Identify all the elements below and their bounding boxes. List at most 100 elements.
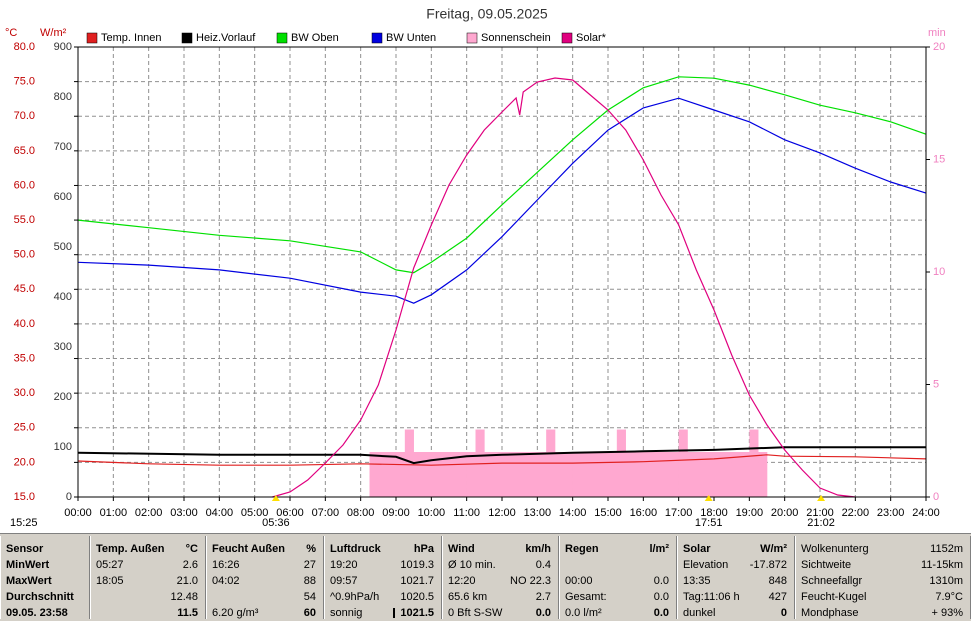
y-tick-label: 25.0 [14,422,35,434]
sunshine-bar [652,452,662,497]
stats-label: Wolkenunterg [801,543,869,555]
sunshine-bar [528,452,538,497]
legend-swatch [181,32,193,44]
x-tick-label: 04:00 [206,507,234,519]
stats-value: 88 [303,575,316,587]
stats-value: 1021.7 [400,575,434,587]
y-tick-label: 20.0 [14,456,35,468]
y-tick-label: 75.0 [14,76,35,88]
x-tick-label: 24:00 [912,507,940,519]
stats-label: 13:35 [683,575,711,587]
y2-tick-label: 200 [54,391,72,403]
sunshine-bar [625,452,635,497]
legend-swatch [466,32,478,44]
stats-value: 2.7 [535,591,551,603]
y2-tick-label: 600 [54,191,72,203]
stats-value: 1021.5 [390,606,434,620]
sunshine-bar [581,452,591,497]
stats-value: °C [185,543,198,555]
annotation-label: 21:02 [807,517,835,529]
stats-panel: Sensor MinWert MaxWert Durchschnitt 09.05. 2… [0,533,971,621]
y2-tick-label: 0 [66,491,72,503]
stats-value: 427 [768,591,787,603]
legend-swatch [86,32,98,44]
stats-value: 0 [780,607,787,619]
y3-tick-label: 0 [933,491,939,503]
sunshine-bar [537,452,547,497]
stats-label: Wind [448,543,475,555]
x-tick-label: 13:00 [524,507,552,519]
stats-value: 2.6 [182,559,198,571]
sunshine-bar [643,452,653,497]
legend-label: Heiz.Vorlauf [196,32,256,44]
sunshine-bar [749,429,759,497]
series-line [272,77,856,498]
stats-label: ^0.9hPa/h [330,591,380,603]
sunshine-bar [608,452,618,497]
stats-label: Temp. Außen [96,543,165,555]
x-tick-label: 17:00 [665,507,693,519]
x-tick-label: 20:00 [771,507,799,519]
legend-label: Sonnenschein [481,32,551,44]
sunshine-bar [740,452,750,497]
stats-label: dunkel [683,607,716,619]
stats-section [90,536,206,619]
sunshine-bar [413,452,423,497]
sunshine-bar [396,452,406,497]
stats-label: 0.0 l/m² [565,607,602,619]
stats-section [206,536,324,619]
sunshine-bar [519,452,529,497]
sunshine-bar [422,452,432,497]
stats-label: Durchschnitt [6,591,74,603]
stats-value: 0.0 [653,575,669,587]
x-tick-label: 09:00 [382,507,410,519]
stats-section [0,536,90,619]
sunshine-bar [758,452,768,497]
corner-label: 15:25 [10,517,38,529]
annotation-marker [817,495,826,501]
x-tick-label: 21:00 [806,507,834,519]
sunshine-bar [687,452,697,497]
y-tick-label: 70.0 [14,110,35,122]
stats-label: 12:20 [448,575,476,587]
sunshine-bar [634,452,644,497]
sunshine-bar [431,452,441,497]
y-tick-label: 15.0 [14,491,35,503]
series-line [77,446,926,465]
stats-value: NO 22.3 [510,575,551,587]
sunshine-bar [502,452,512,497]
stats-label: 65.6 km [448,591,488,603]
stats-value: % [306,543,316,555]
stats-label: Sensor [6,543,44,555]
stats-value: l/m² [649,543,669,555]
y2-tick-label: 900 [54,41,72,53]
legend-swatch [371,32,383,44]
stats-value: 21.0 [176,575,198,587]
y-tick-label: 65.0 [14,145,35,157]
stats-label: 05:27 [96,559,124,571]
stats-label: Sichtweite [801,559,852,571]
sunshine-bar [696,452,706,497]
y-tick-label: 60.0 [14,179,35,191]
sunshine-bar [449,452,459,497]
sunshine-bar [714,452,724,497]
stats-value: 60 [303,607,316,619]
y2-tick-label: 700 [54,141,72,153]
sunshine-bar [705,452,715,497]
legend-label: Solar* [576,32,607,44]
stats-section [559,536,677,619]
y-tick-label: 55.0 [14,214,35,226]
stats-value: 12.48 [170,591,198,603]
sunshine-bar [722,452,732,497]
stats-label: Luftdruck [330,543,381,555]
chart-title: Freitag, 09.05.2025 [426,6,548,22]
stats-value: 11.5 [177,607,198,619]
sunshine-bar [510,452,520,497]
x-tick-label: 05:00 [241,507,269,519]
stats-label: Elevation [683,559,729,571]
stats-label: Feucht Außen [212,543,285,555]
sunshine-bar [404,429,414,497]
x-tick-label: 12:00 [488,507,516,519]
x-tick-label: 08:00 [347,507,375,519]
stats-value: 0.0 [535,607,551,619]
